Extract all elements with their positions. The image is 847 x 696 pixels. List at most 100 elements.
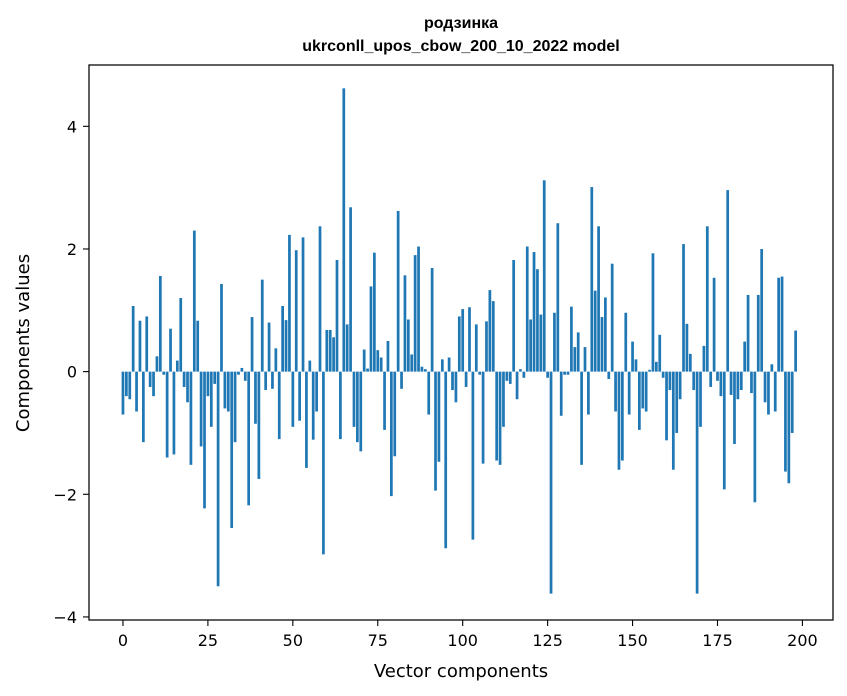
bar xyxy=(277,371,281,440)
bar xyxy=(400,371,403,389)
bar xyxy=(457,316,461,372)
bar xyxy=(254,371,257,424)
bar xyxy=(175,360,179,372)
bar xyxy=(539,314,543,372)
bar xyxy=(729,371,733,395)
bar xyxy=(386,340,390,372)
bar xyxy=(699,371,702,427)
x-axis-ticks: 0 25 50 75 100 125 150 175 200 xyxy=(118,620,818,650)
bar xyxy=(712,277,716,372)
bar xyxy=(206,371,210,397)
bar xyxy=(519,369,522,372)
bar xyxy=(240,367,244,372)
bar xyxy=(726,190,730,372)
y-axis-label: Components values xyxy=(13,254,34,432)
bar xyxy=(189,371,193,465)
bar xyxy=(454,371,458,403)
bar xyxy=(746,294,750,372)
bar xyxy=(794,330,797,372)
bar xyxy=(481,371,485,464)
bar xyxy=(243,371,247,381)
bar xyxy=(376,350,380,372)
bar xyxy=(631,341,634,372)
bar xyxy=(644,371,648,412)
bar xyxy=(590,187,594,372)
bar xyxy=(335,260,339,372)
bar xyxy=(179,298,183,372)
bar xyxy=(322,371,325,555)
bar xyxy=(451,371,454,391)
bar xyxy=(352,371,356,427)
bar xyxy=(192,230,196,372)
bar xyxy=(406,319,410,372)
bar xyxy=(260,279,264,372)
bar xyxy=(614,371,617,412)
bar xyxy=(682,244,685,372)
bar xyxy=(559,371,563,416)
bar xyxy=(549,371,553,594)
bar xyxy=(155,356,159,372)
bar xyxy=(226,371,230,412)
bar xyxy=(250,317,254,372)
bar xyxy=(627,371,631,415)
bar xyxy=(529,319,532,372)
bar xyxy=(390,371,393,497)
bar xyxy=(573,347,577,372)
y-tick-label: −4 xyxy=(53,608,77,627)
bar xyxy=(288,234,291,372)
bar xyxy=(515,371,519,400)
bar xyxy=(203,371,206,509)
bar xyxy=(678,371,682,400)
bar xyxy=(349,207,352,372)
bar xyxy=(274,348,278,372)
bar xyxy=(125,371,128,397)
bar xyxy=(763,371,767,403)
bar xyxy=(264,371,268,391)
bar xyxy=(216,371,220,587)
x-tick-label: 50 xyxy=(283,631,303,650)
bar xyxy=(209,371,213,427)
bar xyxy=(522,371,526,378)
bar xyxy=(284,320,288,372)
bar xyxy=(393,371,397,457)
bar xyxy=(485,321,488,372)
bar xyxy=(491,301,495,372)
bar xyxy=(233,371,237,443)
bar xyxy=(556,223,560,372)
bar xyxy=(502,371,505,427)
bar xyxy=(750,371,753,394)
bar xyxy=(182,371,186,387)
bar xyxy=(199,371,203,447)
bar xyxy=(542,180,546,372)
bar xyxy=(423,369,427,372)
bar xyxy=(773,371,777,412)
bar xyxy=(356,371,359,443)
bar xyxy=(777,277,780,372)
bar xyxy=(716,371,719,381)
bar xyxy=(743,341,747,372)
y-tick-label: 4 xyxy=(67,117,77,136)
bar xyxy=(325,329,329,372)
bar xyxy=(220,283,223,372)
bar xyxy=(468,307,471,372)
bar xyxy=(756,294,760,372)
bar xyxy=(733,371,736,444)
bar xyxy=(478,371,482,375)
bar xyxy=(427,371,431,415)
bar xyxy=(688,353,692,372)
bar xyxy=(148,371,152,387)
bar xyxy=(570,306,573,372)
y-axis-ticks: −4 −2 0 2 4 xyxy=(53,117,89,627)
bar xyxy=(566,371,570,375)
bar xyxy=(373,252,376,372)
bar xyxy=(692,371,696,391)
x-tick-label: 75 xyxy=(368,631,388,650)
bar xyxy=(546,371,549,378)
chart-title-line1: родзинка xyxy=(424,15,498,32)
bar xyxy=(213,371,217,384)
bar xyxy=(305,371,308,468)
bar xyxy=(641,371,645,409)
bar xyxy=(437,371,441,462)
bar xyxy=(600,317,604,372)
